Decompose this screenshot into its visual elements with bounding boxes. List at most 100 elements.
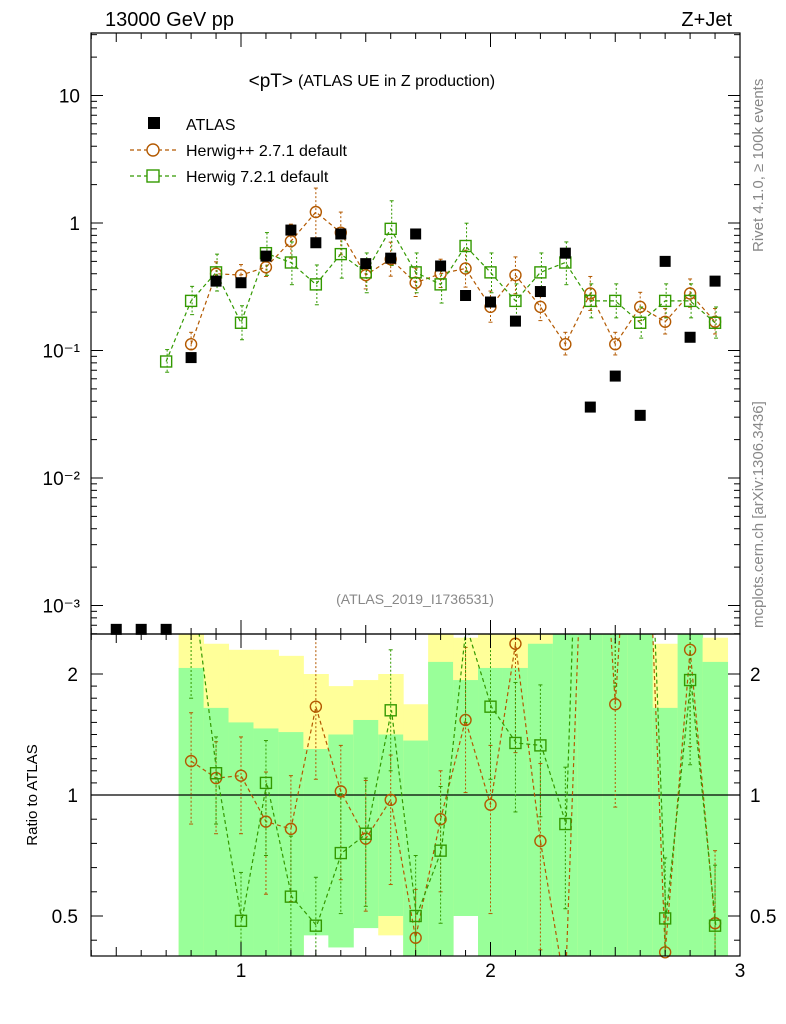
main-point-atlas (235, 277, 247, 289)
ratio-point-herwig7 (384, 704, 397, 717)
main-point-atlas (285, 224, 297, 236)
main-point-herwig7 (384, 222, 397, 236)
ratio-point-herwig7 (209, 767, 223, 780)
ratio-x-tick-label: 1 (236, 961, 247, 982)
energy-label: 13000 GeV pp (105, 9, 234, 31)
main-y-tick-label: 10⁻³ (43, 597, 81, 618)
ratio-point-herwigpp (534, 834, 547, 848)
main-point-herwigpp (184, 338, 198, 351)
ratio-y-tick-label-left: 1 (67, 786, 78, 807)
main-point-atlas (185, 352, 197, 364)
main-point-herwig7 (534, 266, 547, 279)
legend-herwig7-label: Herwig 7.2.1 default (186, 169, 329, 186)
ratio-point-herwig7 (259, 776, 273, 790)
mcplots-label: mcplots.cern.ch [arXiv:1306.3436] (750, 401, 767, 628)
main-point-herwigpp (559, 338, 572, 351)
main-point-atlas (385, 252, 397, 264)
main-point-herwig7 (584, 294, 597, 308)
legend-atlas-label: ATLAS (186, 117, 236, 134)
main-point-herwigpp (284, 234, 298, 248)
legend-herwigpp-label: Herwig++ 2.7.1 default (186, 143, 348, 160)
main-series (110, 187, 722, 635)
ratio-point-herwigpp (384, 793, 397, 807)
ratio-point-herwigpp (184, 754, 198, 768)
main-point-herwigpp (359, 268, 372, 282)
main-point-atlas (410, 228, 422, 240)
ratio-point-herwig7 (434, 844, 447, 857)
ratio-y-tick-label-right: 2 (750, 665, 761, 686)
analysis-id: (ATLAS_2019_I1736531) (336, 591, 494, 607)
ratio-point-herwigpp (259, 815, 273, 828)
plot-title-sub: (ATLAS UE in Z production) (298, 73, 495, 90)
legend: ATLAS Herwig++ 2.7.1 default Herwig 7.2.… (130, 117, 348, 186)
main-point-atlas (435, 260, 447, 272)
rivet-label: Rivet 4.1.0, ≥ 100k events (750, 79, 767, 252)
main-point-herwigpp (584, 287, 597, 300)
ratio-band-green (303, 749, 329, 936)
ratio-axis-ticks: 1 2 3 0.5 0.5 1 1 2 2 (52, 665, 777, 982)
main-series-line (165, 227, 716, 362)
ratio-point-herwig7 (559, 817, 572, 831)
main-point-herwigpp (309, 205, 323, 219)
ratio-x-tick-label: 3 (735, 961, 746, 982)
main-point-herwigpp (459, 262, 472, 275)
ratio-point-herwigpp (334, 785, 347, 798)
main-y-tick-label: 10 (59, 87, 80, 108)
main-point-herwig7 (609, 294, 622, 308)
ratio-point-herwig7 (484, 700, 497, 713)
legend-herwigpp-marker (146, 143, 160, 157)
ratio-band-green (378, 734, 404, 916)
main-point-herwig7 (184, 294, 198, 308)
main-point-atlas (485, 296, 496, 308)
main-point-atlas (634, 409, 646, 421)
ratio-x-tick-label: 2 (485, 961, 496, 982)
legend-atlas-marker (148, 117, 160, 129)
ratio-point-herwig7 (309, 919, 323, 932)
main-point-herwigpp (683, 287, 697, 300)
main-point-herwig7 (309, 278, 323, 291)
ratio-band-green (178, 667, 205, 956)
main-point-herwig7 (159, 355, 173, 368)
ratio-series-line (190, 634, 716, 956)
ratio-y-tick-label-left: 0.5 (52, 907, 78, 928)
ratio-point-herwigpp (434, 813, 447, 826)
main-point-herwig7 (434, 278, 447, 291)
main-point-herwig7 (234, 316, 248, 329)
main-point-herwig7 (459, 239, 472, 253)
main-series-line (190, 211, 716, 346)
main-point-atlas (335, 228, 347, 240)
main-point-herwigpp (259, 261, 273, 274)
ratio-point-herwig7 (708, 919, 722, 932)
ratio-point-herwigpp (234, 769, 248, 782)
plot-title-main: <pT> (249, 71, 293, 92)
main-point-atlas (584, 401, 596, 413)
main-point-herwig7 (634, 316, 647, 329)
main-point-atlas (684, 331, 696, 343)
main-point-herwig7 (409, 266, 422, 279)
main-point-herwig7 (334, 247, 347, 261)
ratio-y-tick-label-right: 1 (750, 786, 761, 807)
main-point-atlas (534, 286, 546, 298)
main-point-atlas (460, 290, 472, 302)
main-point-atlas (210, 275, 222, 287)
main-point-atlas (709, 275, 721, 287)
main-point-herwigpp (634, 300, 647, 314)
main-point-herwigpp (658, 315, 672, 328)
ratio-point-herwigpp (309, 700, 323, 713)
legend-herwig7-marker (146, 169, 160, 183)
main-point-herwigpp (609, 338, 622, 351)
ratio-point-herwigpp (609, 698, 622, 711)
main-point-atlas (609, 370, 621, 382)
process-label: Z+Jet (681, 9, 732, 31)
main-point-atlas (659, 255, 671, 267)
main-point-atlas (310, 237, 322, 249)
ratio-point-herwig7 (509, 736, 522, 750)
ratio-point-herwig7 (534, 739, 547, 752)
main-y-tick-label: 10⁻¹ (43, 342, 81, 363)
main-point-herwig7 (708, 316, 722, 329)
ratio-axis-label: Ratio to ATLAS (24, 744, 41, 845)
ratio-y-tick-label-right: 0.5 (750, 907, 776, 928)
main-point-herwig7 (683, 294, 697, 308)
main-point-herwigpp (509, 268, 522, 282)
ratio-point-herwigpp (484, 798, 497, 811)
